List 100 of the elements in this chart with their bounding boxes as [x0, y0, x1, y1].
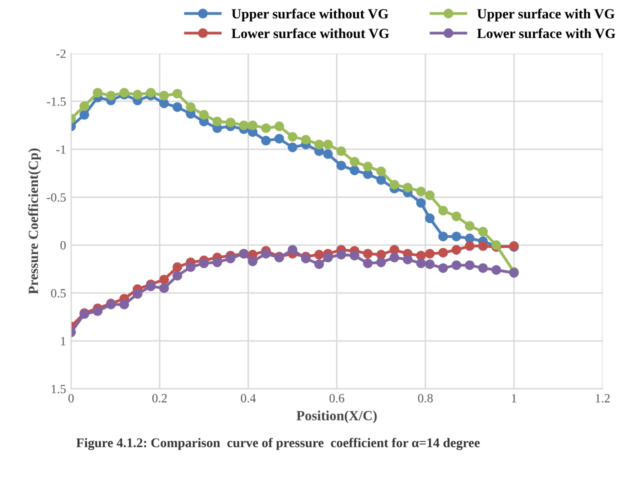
- point: [288, 132, 298, 142]
- point: [336, 146, 346, 156]
- point: [336, 250, 346, 260]
- point: [438, 232, 448, 242]
- point: [274, 134, 284, 144]
- point: [159, 274, 169, 284]
- point: [336, 160, 346, 170]
- point: [376, 257, 386, 268]
- point: [226, 254, 236, 264]
- x-tick-label: 1.2: [596, 394, 610, 403]
- point: [159, 283, 169, 294]
- y-tick-label: -1.5: [46, 97, 66, 106]
- point: [261, 248, 271, 259]
- point: [452, 260, 462, 270]
- point: [199, 258, 209, 268]
- point: [92, 88, 103, 98]
- point: [478, 263, 488, 273]
- point: [416, 186, 426, 196]
- point: [212, 257, 222, 268]
- x-tick-label: 0.6: [329, 394, 344, 403]
- point: [424, 190, 435, 200]
- y-tick-label: 1: [61, 336, 66, 346]
- point: [172, 262, 182, 272]
- point: [402, 254, 413, 264]
- x-tick-label: 0.4: [240, 394, 256, 403]
- y-tick-label: -2: [56, 50, 66, 58]
- y-tick-label: 1.5: [52, 384, 66, 394]
- point: [172, 102, 182, 112]
- point: [424, 259, 435, 270]
- point: [261, 123, 271, 134]
- point: [350, 165, 360, 176]
- legend-label: Upper surface with VG: [477, 8, 615, 22]
- point: [350, 250, 360, 260]
- point: [350, 156, 360, 167]
- legend-label: Lower surface without VG: [232, 28, 390, 38]
- x-tick-label: 0.8: [418, 394, 433, 403]
- point: [376, 175, 386, 185]
- point: [464, 221, 475, 231]
- point: [261, 136, 271, 146]
- point: [274, 121, 284, 132]
- point: [438, 248, 448, 258]
- point: [438, 206, 448, 216]
- point: [323, 149, 333, 159]
- point: [362, 169, 373, 180]
- point: [119, 300, 130, 310]
- y-tick-label: 0: [60, 241, 66, 250]
- point: [452, 211, 462, 222]
- point: [79, 101, 90, 112]
- point: [300, 134, 311, 145]
- point: [464, 234, 475, 244]
- point: [288, 142, 298, 152]
- point: [79, 110, 90, 120]
- point: [226, 118, 236, 128]
- point: [323, 140, 333, 150]
- point: [323, 252, 333, 262]
- point: [416, 198, 426, 208]
- point: [288, 245, 298, 255]
- point: [424, 213, 435, 224]
- point: [146, 88, 156, 98]
- point: [314, 250, 324, 260]
- y-tick-label: 0.5: [51, 289, 66, 298]
- point: [212, 116, 222, 126]
- point: [132, 289, 142, 299]
- point: [314, 140, 324, 150]
- x-axis-title: Position(X/C): [296, 410, 377, 424]
- point: [390, 180, 400, 190]
- x-tick-label: 0: [68, 394, 74, 402]
- point: [186, 262, 196, 272]
- point: [464, 260, 475, 270]
- point: [452, 232, 462, 242]
- point: [438, 263, 448, 273]
- x-tick-label: 0.2: [152, 394, 167, 403]
- point: [402, 182, 413, 192]
- point: [248, 120, 258, 130]
- point: [248, 256, 258, 266]
- point: [478, 226, 488, 237]
- point: [172, 88, 182, 99]
- point: [376, 166, 386, 176]
- point: [92, 306, 103, 316]
- point: [362, 162, 373, 172]
- point: [362, 248, 373, 259]
- point: [238, 120, 249, 130]
- point: [314, 259, 324, 270]
- point: [106, 90, 116, 100]
- legend-label: Upper surface without VG: [232, 8, 388, 22]
- caption: Figure 4.1.2: Comparison curve of pressure coefficient for α=14 degree: [76, 438, 480, 450]
- y-axis-title: Pressure Coefficient(Cp): [28, 148, 41, 294]
- y-tick-label: -1: [56, 145, 66, 154]
- point: [199, 110, 209, 120]
- legend-label: Lower surface with VG: [477, 28, 616, 38]
- point: [478, 241, 488, 251]
- point: [464, 241, 475, 251]
- y-tick-label: -0.5: [46, 193, 66, 202]
- point: [416, 258, 426, 268]
- point: [452, 245, 462, 255]
- point: [132, 90, 142, 100]
- point: [424, 248, 435, 259]
- point: [362, 258, 373, 268]
- point: [172, 270, 182, 281]
- x-tick-label: 1: [512, 394, 516, 402]
